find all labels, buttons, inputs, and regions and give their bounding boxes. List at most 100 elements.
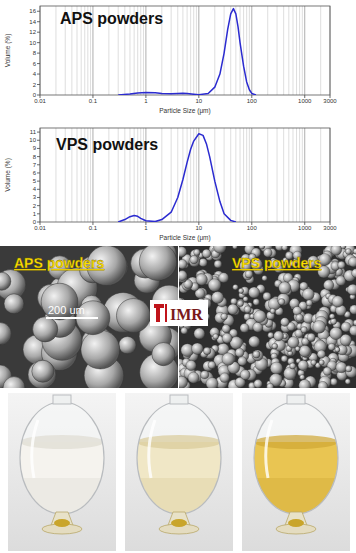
vps-particle — [268, 332, 274, 338]
x-tick-label: 10 — [195, 225, 202, 231]
minor-grid — [320, 128, 321, 222]
vps-particle — [274, 331, 284, 341]
vps-particle — [281, 356, 288, 363]
aps-particle — [116, 299, 150, 333]
aps-particle — [152, 342, 175, 365]
minor-grid — [283, 6, 284, 95]
vps-particle — [233, 284, 239, 290]
minor-grid — [288, 128, 289, 222]
vps-particle — [179, 271, 187, 281]
vps-particle — [196, 274, 207, 285]
y-tick — [37, 42, 40, 43]
powder-shadow — [137, 478, 221, 534]
minor-grid — [296, 128, 297, 222]
vps-particle — [243, 270, 253, 280]
y-tick — [37, 140, 40, 141]
aps-particle — [0, 323, 11, 345]
minor-grid — [214, 6, 215, 95]
aps-particle — [119, 336, 136, 353]
plot-frame — [40, 6, 330, 95]
minor-grid — [230, 128, 231, 222]
vps-particle — [244, 306, 251, 313]
vps-particle — [335, 347, 340, 352]
powder-shadow — [20, 478, 104, 534]
vps-particle — [313, 320, 326, 333]
vps-particle — [345, 248, 351, 254]
y-tick-label: 9 — [33, 145, 37, 151]
y-tick-label: 0 — [33, 219, 37, 225]
x-tick-label: 1 — [144, 225, 148, 231]
photo-bg — [125, 393, 233, 551]
scale-bar-label: 200 um — [48, 304, 85, 316]
aps-particle — [3, 377, 25, 388]
grid-line — [198, 6, 199, 95]
y-tick-label: 4 — [33, 71, 37, 77]
x-axis-label: Particle Size (μm) — [159, 107, 210, 115]
vps-particle — [270, 308, 275, 313]
bottle-neck — [170, 395, 188, 404]
y-tick-label: 8 — [33, 154, 37, 160]
vps-particle — [299, 345, 311, 357]
y-tick — [37, 63, 40, 64]
minor-grid — [299, 128, 300, 222]
vps-particle — [179, 259, 187, 268]
minor-grid — [190, 6, 191, 95]
x-tick-label: 0.1 — [89, 225, 98, 231]
x-tick-label: 10 — [195, 98, 202, 104]
photo-bg — [8, 393, 116, 551]
y-tick — [37, 181, 40, 182]
vps-particle — [350, 305, 356, 314]
y-tick — [37, 172, 40, 173]
vps-particle — [208, 279, 221, 292]
x-tick-label: 3000 — [323, 98, 337, 104]
vps-particle — [186, 360, 196, 370]
minor-grid — [243, 128, 244, 222]
minor-grid — [288, 6, 289, 95]
minor-grid — [267, 6, 268, 95]
vps-particle — [194, 328, 205, 339]
vps-particle — [259, 246, 265, 249]
vps-particle — [254, 380, 262, 388]
vps-particle — [194, 249, 200, 255]
vps-particle — [295, 346, 300, 351]
y-tick — [37, 164, 40, 165]
vps-particle — [253, 351, 260, 358]
vps-particle — [272, 343, 278, 349]
vps-particle — [222, 325, 230, 333]
micrographs: APS powdersVPS powders200 umIMR — [0, 240, 356, 398]
y-tick-label: 5 — [33, 178, 37, 184]
vps-particle — [307, 333, 315, 341]
aps-particle — [28, 361, 56, 388]
vps-particle — [214, 246, 227, 253]
logo-bar — [165, 304, 167, 322]
minor-grid — [249, 128, 250, 222]
vps-particle — [302, 288, 314, 300]
minor-grid — [249, 6, 250, 95]
logo-text: IMR — [170, 306, 203, 323]
y-tick-label: 11 — [30, 129, 37, 135]
y-axis-label: Volume (%) — [4, 158, 12, 192]
minor-grid — [224, 128, 225, 222]
vps-particle — [301, 327, 307, 333]
bottle-highlight — [266, 420, 272, 478]
minor-grid — [190, 128, 191, 222]
vps-particle — [352, 269, 356, 278]
vps-particle — [221, 313, 228, 320]
y-tick — [37, 32, 40, 33]
y-tick-label: 14 — [29, 19, 36, 25]
x-axis-label: Particle Size (μm) — [159, 234, 210, 242]
vps-particle — [300, 375, 305, 380]
vps-particle — [263, 292, 271, 300]
y-tick-label: 6 — [33, 61, 37, 67]
y-tick-label: 1 — [33, 211, 37, 217]
vps-particle — [212, 292, 224, 304]
scale-bar — [46, 317, 98, 319]
minor-grid — [283, 128, 284, 222]
vps-particle — [214, 260, 222, 268]
y-tick — [37, 213, 40, 214]
grid-line — [251, 6, 252, 95]
y-tick — [37, 21, 40, 22]
x-tick-label: 1 — [144, 98, 148, 104]
aps-particle — [139, 246, 176, 280]
minor-grid — [246, 128, 247, 222]
